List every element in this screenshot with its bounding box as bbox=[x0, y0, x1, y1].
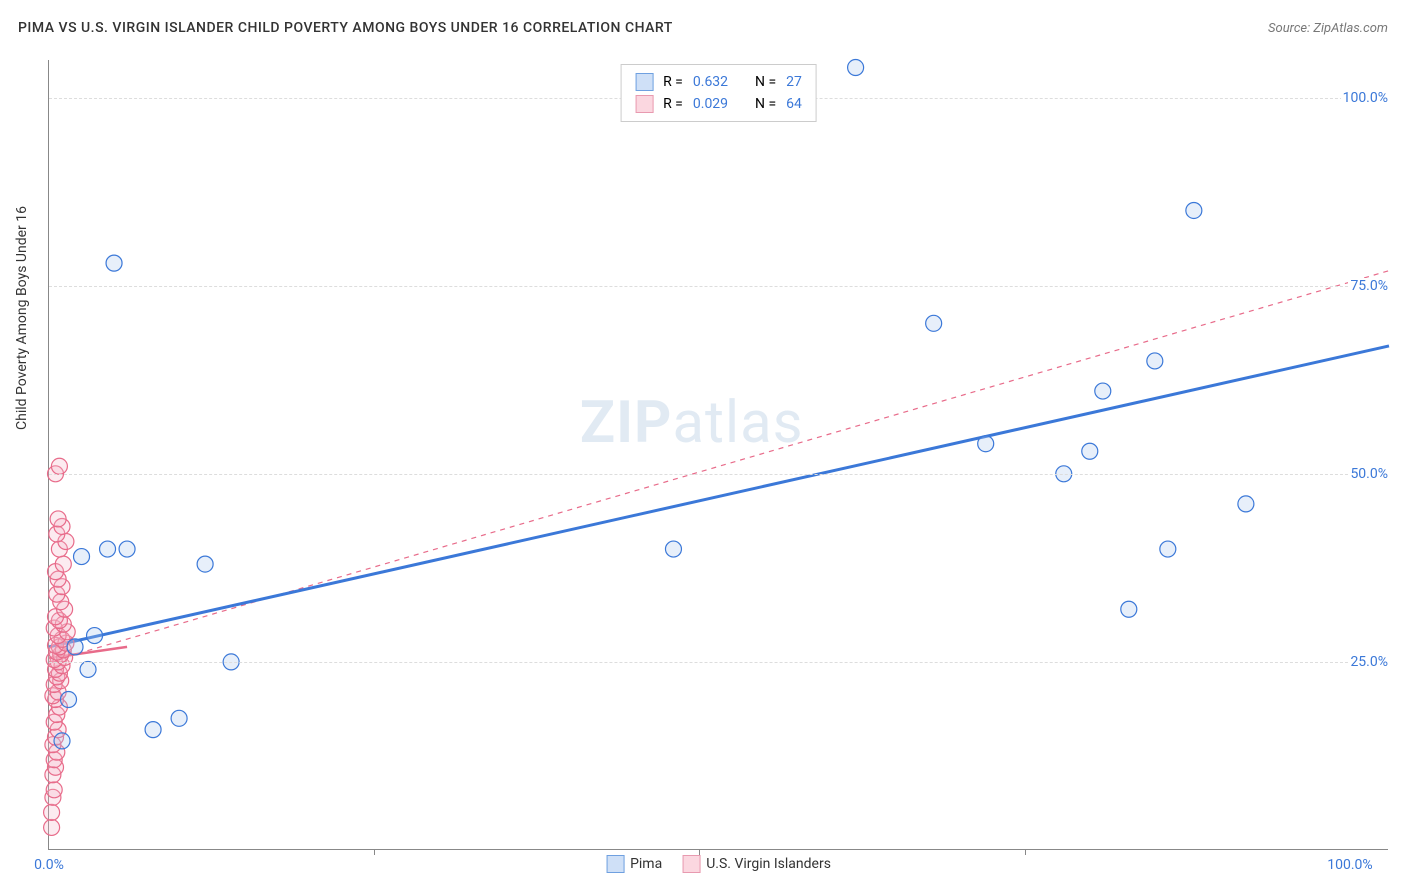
legend-label-usvi: U.S. Virgin Islanders bbox=[706, 856, 831, 872]
data-point bbox=[61, 692, 77, 708]
data-point bbox=[80, 661, 96, 677]
data-point bbox=[51, 458, 67, 474]
legend-stats: R = 0.632 N = 27 R = 0.029 N = 64 bbox=[620, 64, 817, 122]
data-point bbox=[145, 722, 161, 738]
data-point bbox=[1186, 202, 1202, 218]
legend-item-pima: Pima bbox=[606, 855, 662, 873]
data-point bbox=[171, 710, 187, 726]
chart-svg bbox=[49, 60, 1388, 849]
data-point bbox=[197, 556, 213, 572]
y-tick-label: 100.0% bbox=[1341, 90, 1390, 106]
data-point bbox=[55, 556, 71, 572]
chart-title: PIMA VS U.S. VIRGIN ISLANDER CHILD POVER… bbox=[18, 20, 673, 36]
y-axis-label: Child Poverty Among Boys Under 16 bbox=[14, 206, 30, 430]
data-point bbox=[1121, 601, 1137, 617]
n-value-usvi: 64 bbox=[786, 93, 802, 115]
data-point bbox=[848, 60, 864, 76]
y-tick-label: 25.0% bbox=[1348, 654, 1390, 670]
swatch-usvi bbox=[682, 855, 700, 873]
data-point bbox=[74, 549, 90, 565]
data-point bbox=[665, 541, 681, 557]
legend-series: Pima U.S. Virgin Islanders bbox=[606, 855, 831, 873]
gridline bbox=[49, 286, 1388, 287]
x-tick-mark bbox=[1025, 849, 1026, 855]
data-point bbox=[44, 804, 60, 820]
legend-stats-row: R = 0.029 N = 64 bbox=[635, 93, 802, 115]
data-point bbox=[44, 819, 60, 835]
source-label: Source: ZipAtlas.com bbox=[1268, 21, 1388, 36]
data-point bbox=[1147, 353, 1163, 369]
r-value-usvi: 0.029 bbox=[693, 93, 728, 115]
plot-area: ZIPatlas R = 0.632 N = 27 R = 0.029 N = … bbox=[48, 60, 1388, 850]
data-point bbox=[87, 628, 103, 644]
data-point bbox=[1238, 496, 1254, 512]
data-point bbox=[926, 315, 942, 331]
x-tick-label: 0.0% bbox=[34, 857, 64, 873]
data-point bbox=[978, 436, 994, 452]
data-point bbox=[119, 541, 135, 557]
swatch-usvi bbox=[635, 95, 653, 113]
data-point bbox=[1160, 541, 1176, 557]
r-value-pima: 0.632 bbox=[693, 71, 728, 93]
n-value-pima: 27 bbox=[786, 71, 802, 93]
legend-stats-row: R = 0.632 N = 27 bbox=[635, 71, 802, 93]
swatch-pima bbox=[606, 855, 624, 873]
swatch-pima bbox=[635, 73, 653, 91]
gridline bbox=[49, 474, 1388, 475]
gridline bbox=[49, 662, 1388, 663]
y-tick-label: 50.0% bbox=[1348, 466, 1390, 482]
x-tick-mark bbox=[699, 849, 700, 855]
data-point bbox=[54, 733, 70, 749]
data-point bbox=[1095, 383, 1111, 399]
legend-item-usvi: U.S. Virgin Islanders bbox=[682, 855, 831, 873]
data-point bbox=[46, 782, 62, 798]
data-point bbox=[100, 541, 116, 557]
data-point bbox=[1082, 443, 1098, 459]
x-tick-mark bbox=[374, 849, 375, 855]
legend-label-pima: Pima bbox=[630, 856, 662, 872]
data-point bbox=[50, 511, 66, 527]
regression-line-pima bbox=[49, 346, 1389, 647]
data-point bbox=[106, 255, 122, 271]
data-point bbox=[67, 639, 83, 655]
x-tick-label: 100.0% bbox=[1327, 857, 1372, 873]
y-tick-label: 75.0% bbox=[1348, 278, 1390, 294]
